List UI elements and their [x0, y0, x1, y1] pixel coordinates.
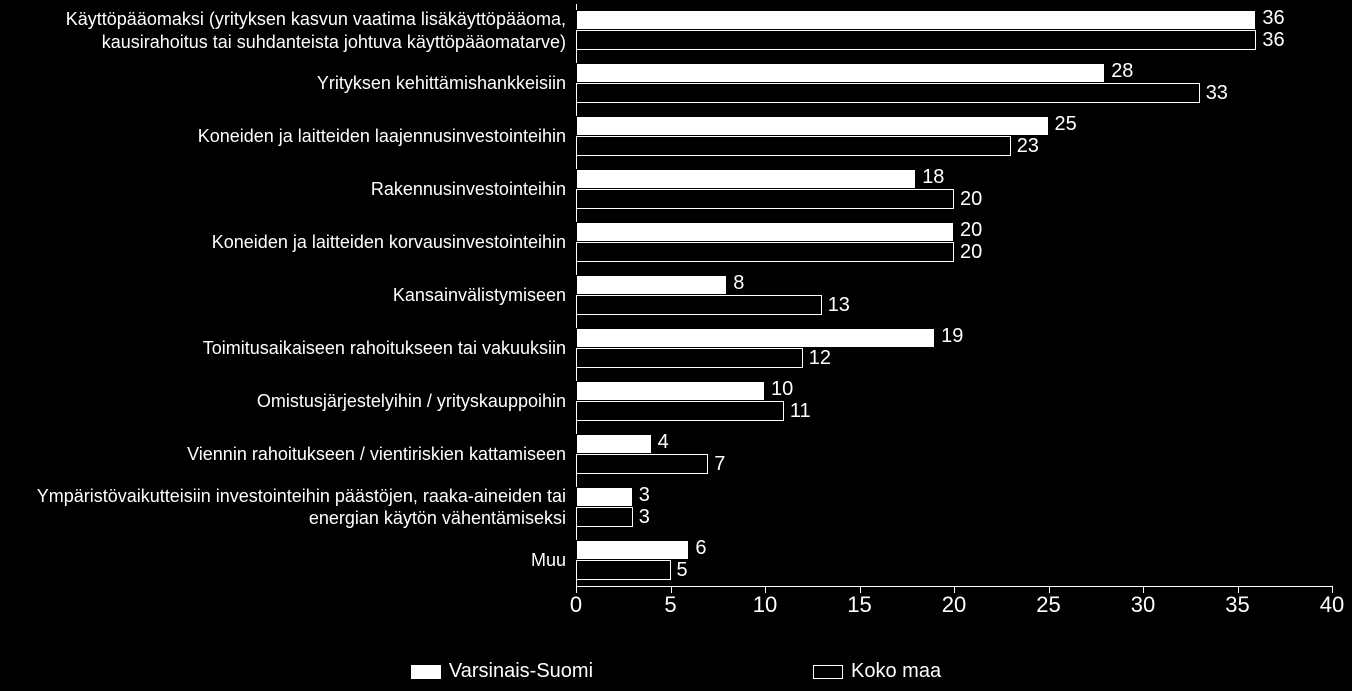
x-tick-mark — [1049, 586, 1050, 593]
category-label: Ympäristövaikutteisiin investointeihin p… — [6, 485, 566, 530]
x-tick: 40 — [1320, 592, 1344, 618]
x-tick-mark — [1332, 586, 1333, 593]
value-label-b: 7 — [714, 454, 725, 474]
bar-series-a — [576, 540, 689, 560]
x-tick: 15 — [847, 592, 871, 618]
bar-series-b — [576, 242, 954, 262]
value-label-a: 4 — [658, 432, 669, 452]
value-label-b: 23 — [1017, 136, 1039, 156]
legend-item-series-a: Varsinais-Suomi — [411, 660, 593, 683]
category-label: Muu — [6, 549, 566, 572]
x-tick: 0 — [570, 592, 582, 618]
legend-swatch-b — [813, 665, 843, 679]
bar-series-b — [576, 507, 633, 527]
plot-area: 3636283325231820202081319121011473365 — [576, 4, 1332, 586]
bar-series-b — [576, 189, 954, 209]
value-label-a: 25 — [1055, 114, 1077, 134]
bar-series-a — [576, 487, 633, 507]
value-label-a: 20 — [960, 220, 982, 240]
bar-series-a — [576, 434, 652, 454]
value-label-b: 33 — [1206, 83, 1228, 103]
value-label-a: 3 — [639, 485, 650, 505]
value-label-b: 12 — [809, 348, 831, 368]
funding-purpose-chart: 3636283325231820202081319121011473365 05… — [0, 0, 1352, 691]
category-label: Koneiden ja laitteiden korvausinvestoint… — [6, 231, 566, 254]
x-tick-mark — [860, 586, 861, 593]
x-tick-mark — [671, 586, 672, 593]
value-label-b: 11 — [790, 401, 811, 421]
bar-series-b — [576, 560, 671, 580]
bar-series-b — [576, 136, 1011, 156]
value-label-a: 18 — [922, 167, 944, 187]
value-label-b: 13 — [828, 295, 850, 315]
value-label-a: 28 — [1111, 61, 1133, 81]
x-tick: 5 — [664, 592, 676, 618]
value-label-a: 6 — [695, 538, 706, 558]
x-tick-mark — [1143, 586, 1144, 593]
x-tick: 30 — [1131, 592, 1155, 618]
category-label: Koneiden ja laitteiden laajennusinvestoi… — [6, 125, 566, 148]
legend-label-a: Varsinais-Suomi — [449, 660, 593, 683]
x-tick: 35 — [1225, 592, 1249, 618]
category-label: Rakennusinvestointeihin — [6, 178, 566, 201]
bar-series-a — [576, 381, 765, 401]
x-tick-mark — [765, 586, 766, 593]
legend-label-b: Koko maa — [851, 660, 941, 683]
value-label-a: 8 — [733, 273, 744, 293]
value-label-a: 19 — [941, 326, 963, 346]
category-label: Omistusjärjestelyihin / yrityskauppoihin — [6, 390, 566, 413]
bar-series-b — [576, 83, 1200, 103]
bar-series-a — [576, 275, 727, 295]
value-label-a: 10 — [771, 379, 793, 399]
value-label-b: 20 — [960, 189, 982, 209]
x-tick: 25 — [1036, 592, 1060, 618]
legend-swatch-a — [411, 665, 441, 679]
bar-series-a — [576, 63, 1105, 83]
x-tick-mark — [1238, 586, 1239, 593]
bar-series-a — [576, 116, 1049, 136]
legend-item-series-b: Koko maa — [813, 660, 941, 683]
x-tick: 10 — [753, 592, 777, 618]
category-label: Yrityksen kehittämishankkeisiin — [6, 72, 566, 95]
category-label: Kansainvälistymiseen — [6, 284, 566, 307]
bar-series-a — [576, 222, 954, 242]
bar-series-a — [576, 169, 916, 189]
legend: Varsinais-Suomi Koko maa — [0, 660, 1352, 683]
bar-series-b — [576, 295, 822, 315]
x-tick-mark — [576, 586, 577, 593]
value-label-b: 3 — [639, 507, 650, 527]
bar-series-a — [576, 328, 935, 348]
bar-series-b — [576, 454, 708, 474]
category-label: Toimitusaikaiseen rahoitukseen tai vakuu… — [6, 337, 566, 360]
value-label-b: 5 — [677, 560, 688, 580]
value-label-b: 20 — [960, 242, 982, 262]
bar-series-b — [576, 401, 784, 421]
bar-series-b — [576, 348, 803, 368]
category-label: Käyttöpääomaksi (yrityksen kasvun vaatim… — [6, 8, 566, 53]
value-label-a: 36 — [1262, 8, 1284, 28]
x-tick-mark — [954, 586, 955, 593]
category-label: Viennin rahoitukseen / vientiriskien kat… — [6, 443, 566, 466]
x-tick: 20 — [942, 592, 966, 618]
bar-series-b — [576, 30, 1256, 50]
bar-series-a — [576, 10, 1256, 30]
value-label-b: 36 — [1262, 30, 1284, 50]
